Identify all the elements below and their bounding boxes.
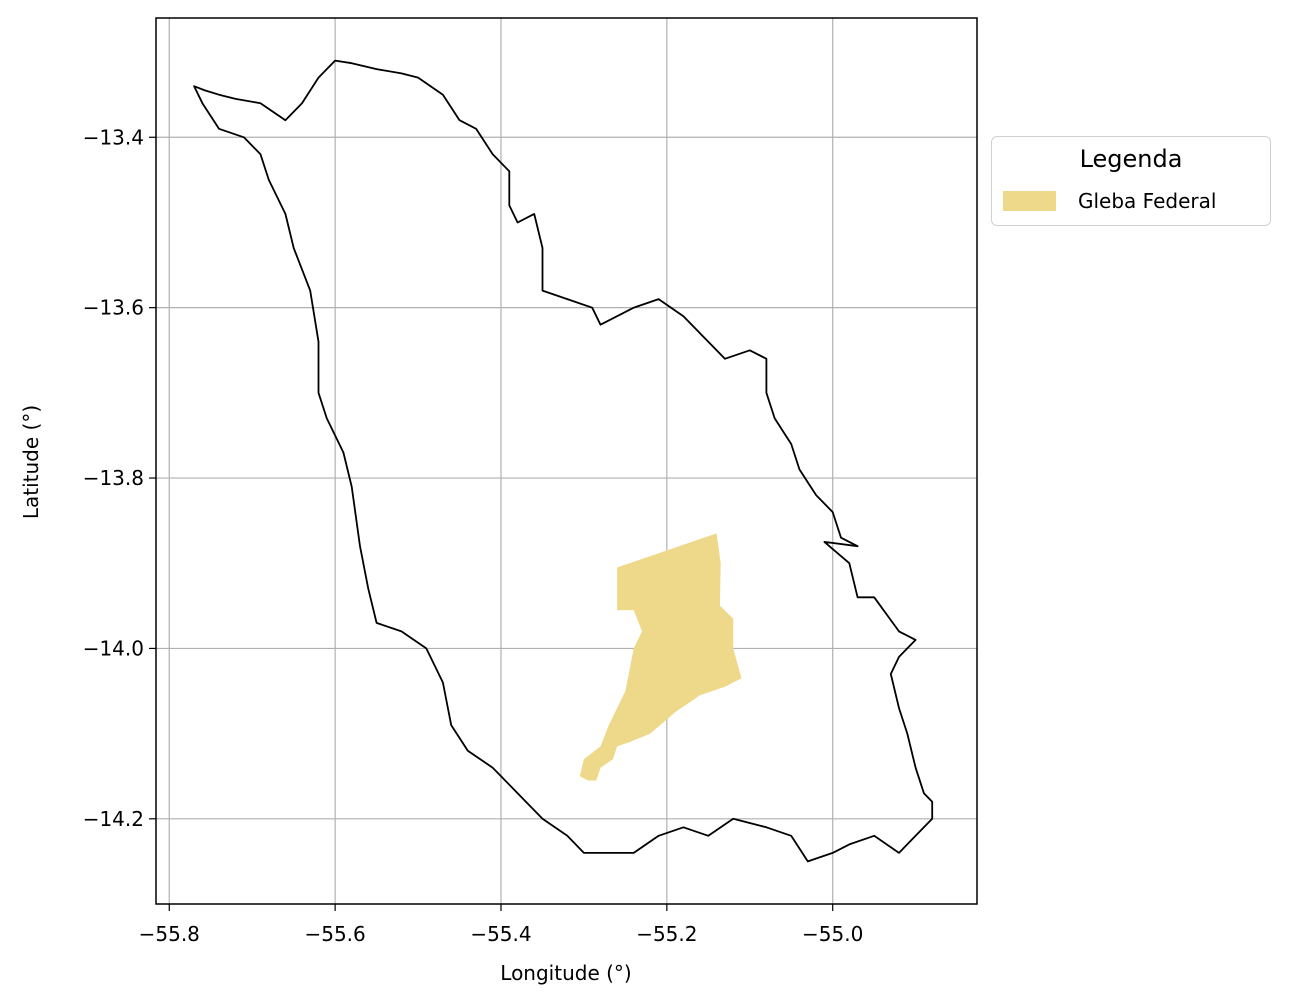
y-tick-label: −13.4 [83,125,144,149]
x-tick-label: −55.0 [802,922,863,946]
axis-ticks: −55.8 −55.6 −55.4 −55.2 −55.0 −13.4 −13.6 −13.8… [83,125,864,946]
map-boundary [193,59,934,863]
legend-label-gleba-federal: Gleba Federal [1078,189,1217,213]
legend-title: Legenda [1079,145,1183,173]
y-tick-label: −13.8 [83,466,144,490]
y-axis-label: Latitude (°) [19,405,43,519]
map-polygons [579,533,742,781]
x-axis-label: Longitude (°) [500,961,631,985]
municipality-boundary [193,59,934,863]
polygon-gleba-federal [579,533,742,781]
gridlines [156,18,977,904]
y-tick-label: −14.0 [83,636,144,660]
y-tick-label: −13.6 [83,296,144,320]
legend-swatch-gleba-federal [1003,191,1056,211]
y-tick-label: −14.2 [83,807,144,831]
x-tick-label: −55.8 [139,922,200,946]
x-tick-label: −55.4 [470,922,531,946]
legend: Legenda Gleba Federal [991,136,1271,226]
x-tick-label: −55.2 [636,922,697,946]
plot-frame [155,17,978,905]
x-tick-label: −55.6 [304,922,365,946]
